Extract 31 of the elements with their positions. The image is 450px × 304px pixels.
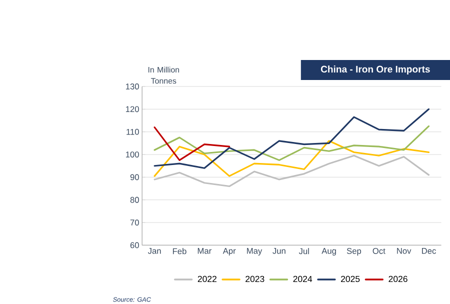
x-tick-label: Mar <box>198 248 212 254</box>
y-tick-label: 60 <box>130 242 139 248</box>
x-tick-label: May <box>247 248 262 256</box>
x-tick-label: Apr <box>222 248 236 256</box>
x-tick-label: Jun <box>272 248 286 254</box>
line-series <box>154 125 430 161</box>
line-series <box>154 154 430 187</box>
legend-label: 2024 <box>293 276 312 282</box>
line-series <box>154 140 430 177</box>
line-series <box>154 126 230 161</box>
x-tick-label: Feb <box>172 248 186 254</box>
legend-label: 2025 <box>341 276 360 282</box>
x-tick-label: Sep <box>346 248 362 256</box>
chart-title: China - Iron Ore Imports <box>320 65 430 74</box>
x-tick-label: Nov <box>397 248 412 254</box>
y-tick-label: 120 <box>126 106 139 112</box>
y-tick-label: 90 <box>130 174 139 180</box>
x-tick-label: Oct <box>372 248 386 254</box>
y-tick-label: 70 <box>130 219 139 226</box>
y-tick-label: 100 <box>126 151 139 158</box>
x-tick-label: Jan <box>148 248 161 254</box>
x-tick-label: Jul <box>298 248 309 254</box>
legend-label: 2022 <box>198 276 216 282</box>
y-tick-label: 110 <box>126 128 139 135</box>
x-tick-label: Aug <box>322 248 336 256</box>
legend-label: 2026 <box>388 276 408 282</box>
y-tick-label: 80 <box>130 196 139 203</box>
line-series <box>154 108 430 169</box>
y-tick-label: 130 <box>126 83 139 90</box>
x-tick-label: Dec <box>422 248 436 254</box>
legend-label: 2023 <box>246 276 264 282</box>
